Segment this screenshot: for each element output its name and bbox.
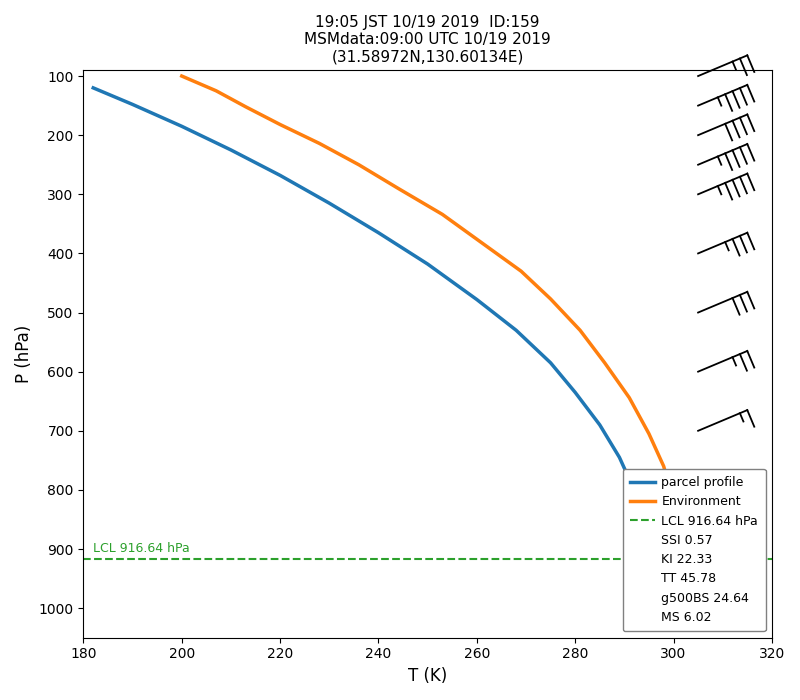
Title: 19:05 JST 10/19 2019  ID:159
MSMdata:09:00 UTC 10/19 2019
(31.58972N,130.60134E): 19:05 JST 10/19 2019 ID:159 MSMdata:09:0… xyxy=(304,15,551,65)
Y-axis label: P (hPa): P (hPa) xyxy=(15,325,33,383)
Text: LCL 916.64 hPa: LCL 916.64 hPa xyxy=(94,542,190,555)
X-axis label: T (K): T (K) xyxy=(408,667,447,685)
Legend: parcel profile, Environment, LCL 916.64 hPa, SSI 0.57, KI 22.33, TT 45.78, g500B: parcel profile, Environment, LCL 916.64 … xyxy=(622,469,766,631)
Polygon shape xyxy=(733,543,754,560)
